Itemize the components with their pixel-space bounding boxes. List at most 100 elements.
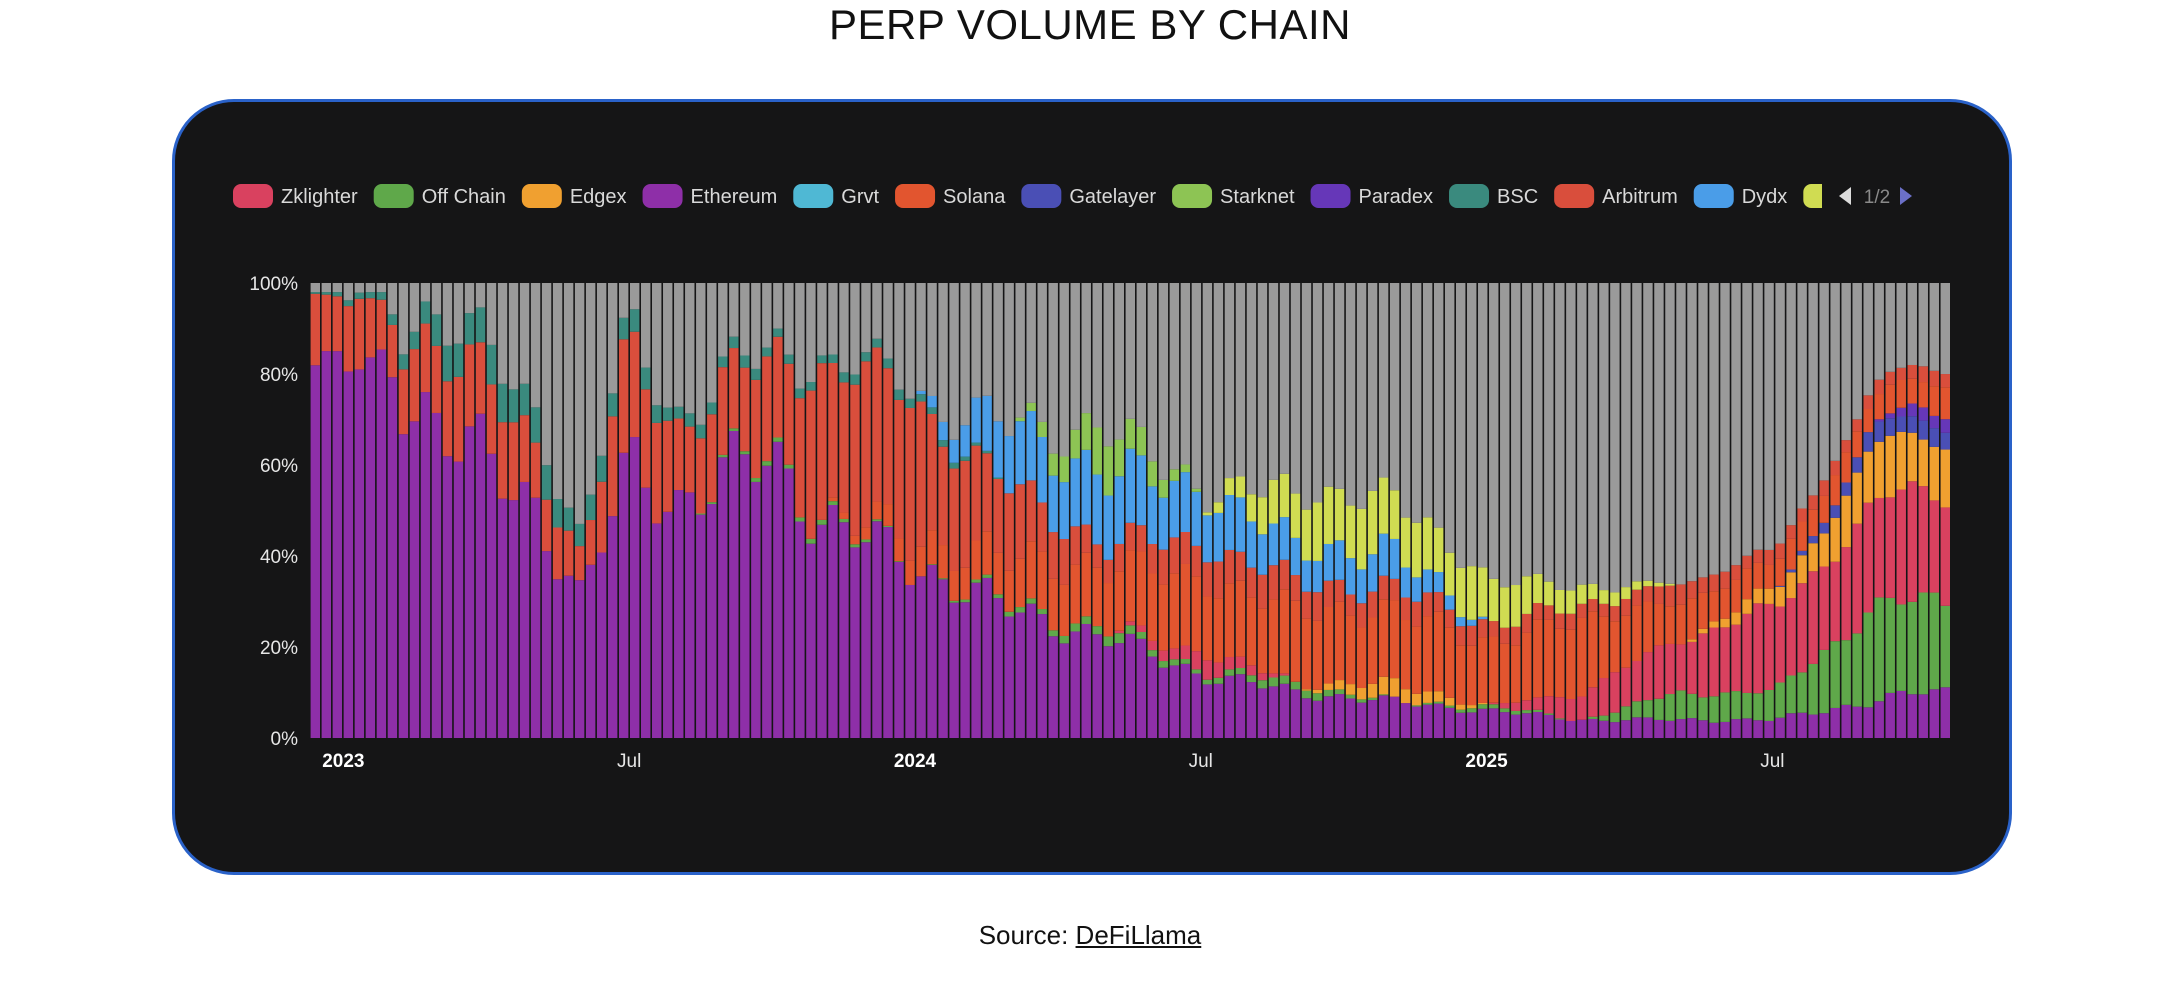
bar-week[interactable] — [1290, 283, 1301, 738]
bar-week[interactable] — [1147, 283, 1158, 738]
bar-week[interactable] — [1720, 283, 1730, 738]
bar-week[interactable] — [1191, 283, 1202, 738]
bar-week[interactable] — [464, 283, 475, 738]
bar-week[interactable] — [1235, 283, 1246, 738]
bar-week[interactable] — [1511, 283, 1521, 738]
bar-week[interactable] — [1676, 283, 1686, 738]
bar-week[interactable] — [1323, 283, 1334, 738]
bar-week[interactable] — [365, 283, 376, 738]
bar-week[interactable] — [762, 283, 772, 738]
bar-week[interactable] — [1643, 283, 1653, 738]
legend-item-gatelayer[interactable]: Gatelayer — [1021, 184, 1156, 208]
bar-week[interactable] — [541, 283, 552, 738]
bar-week[interactable] — [1753, 283, 1763, 738]
bar-week[interactable] — [1852, 283, 1862, 738]
bar-week[interactable] — [1081, 283, 1091, 738]
legend-item-bsc[interactable]: BSC — [1449, 184, 1538, 208]
bar-week[interactable] — [1731, 283, 1741, 738]
bar-week[interactable] — [431, 283, 442, 738]
bar-week[interactable] — [1257, 283, 1268, 738]
bar-week[interactable] — [1367, 283, 1378, 738]
bar-week[interactable] — [905, 283, 915, 738]
bar-week[interactable] — [982, 283, 992, 738]
bar-week[interactable] — [685, 283, 695, 738]
bar-week[interactable] — [1158, 283, 1169, 738]
bar-week[interactable] — [872, 283, 882, 738]
bar-week[interactable] — [1929, 283, 1939, 738]
bar-week[interactable] — [1885, 283, 1895, 738]
legend-item-paradex[interactable]: Paradex — [1310, 184, 1434, 208]
bar-week[interactable] — [1455, 283, 1466, 738]
bar-week[interactable] — [1213, 283, 1224, 738]
bar-week[interactable] — [1059, 283, 1069, 738]
legend-item-dydx[interactable]: Dydx — [1693, 184, 1788, 208]
bar-week[interactable] — [960, 283, 970, 738]
bar-week[interactable] — [883, 283, 893, 738]
bar-week[interactable] — [1841, 283, 1851, 738]
bar-week[interactable] — [784, 283, 794, 738]
legend-item-arbitrum[interactable]: Arbitrum — [1554, 184, 1678, 208]
bar-week[interactable] — [1389, 283, 1400, 738]
bar-week[interactable] — [310, 283, 321, 738]
bar-week[interactable] — [1863, 283, 1873, 738]
bar-week[interactable] — [1103, 283, 1113, 738]
bar-week[interactable] — [585, 283, 596, 738]
bar-week[interactable] — [817, 283, 827, 738]
bar-week[interactable] — [839, 283, 849, 738]
bar-week[interactable] — [652, 283, 662, 738]
legend-item-grvt[interactable]: Grvt — [793, 184, 879, 208]
bar-week[interactable] — [332, 283, 343, 738]
bar-week[interactable] — [894, 283, 904, 738]
bar-week[interactable] — [1334, 283, 1345, 738]
bar-week[interactable] — [1356, 283, 1367, 738]
bar-week[interactable] — [574, 283, 585, 738]
bar-week[interactable] — [1687, 283, 1697, 738]
bar-week[interactable] — [1015, 283, 1025, 738]
bar-week[interactable] — [1555, 283, 1565, 738]
source-link[interactable]: DeFiLlama — [1075, 920, 1202, 950]
bar-week[interactable] — [1830, 283, 1840, 738]
legend-prev-arrow-icon[interactable] — [1839, 187, 1851, 205]
bar-week[interactable] — [552, 283, 563, 738]
legend-item-off-chain[interactable]: Off Chain — [373, 184, 506, 208]
bar-week[interactable] — [773, 283, 783, 738]
bar-week[interactable] — [696, 283, 706, 738]
bar-week[interactable] — [376, 283, 387, 738]
bar-week[interactable] — [993, 283, 1003, 738]
bar-week[interactable] — [1577, 283, 1587, 738]
bar-week[interactable] — [1467, 283, 1477, 738]
bar-week[interactable] — [1268, 283, 1279, 738]
bar-week[interactable] — [618, 283, 629, 738]
bar-week[interactable] — [1654, 283, 1664, 738]
bar-week[interactable] — [409, 283, 420, 738]
bar-week[interactable] — [629, 283, 640, 738]
bar-week[interactable] — [453, 283, 464, 738]
bar-week[interactable] — [343, 283, 354, 738]
bar-week[interactable] — [1786, 283, 1796, 738]
bar-week[interactable] — [1345, 283, 1356, 738]
bar-week[interactable] — [1775, 283, 1785, 738]
legend-next-arrow-icon[interactable] — [1900, 187, 1912, 205]
bar-week[interactable] — [729, 283, 739, 738]
bar-week[interactable] — [497, 283, 508, 738]
bar-week[interactable] — [486, 283, 497, 738]
bar-week[interactable] — [850, 283, 860, 738]
bar-week[interactable] — [1037, 283, 1047, 738]
bar-week[interactable] — [1599, 283, 1609, 738]
bar-week[interactable] — [1907, 283, 1917, 738]
bar-week[interactable] — [674, 283, 684, 738]
bar-week[interactable] — [475, 283, 486, 738]
bar-week[interactable] — [916, 283, 926, 738]
bar-week[interactable] — [1180, 283, 1191, 738]
bar-week[interactable] — [1709, 283, 1719, 738]
bar-week[interactable] — [442, 283, 453, 738]
bar-week[interactable] — [420, 283, 431, 738]
legend-item-edgex[interactable]: Edgex — [521, 184, 627, 208]
bar-week[interactable] — [1169, 283, 1180, 738]
bar-week[interactable] — [1224, 283, 1235, 738]
bar-week[interactable] — [938, 283, 948, 738]
bar-week[interactable] — [1489, 283, 1499, 738]
bar-week[interactable] — [751, 283, 761, 738]
bar-week[interactable] — [1444, 283, 1455, 738]
bar-week[interactable] — [1797, 283, 1807, 738]
